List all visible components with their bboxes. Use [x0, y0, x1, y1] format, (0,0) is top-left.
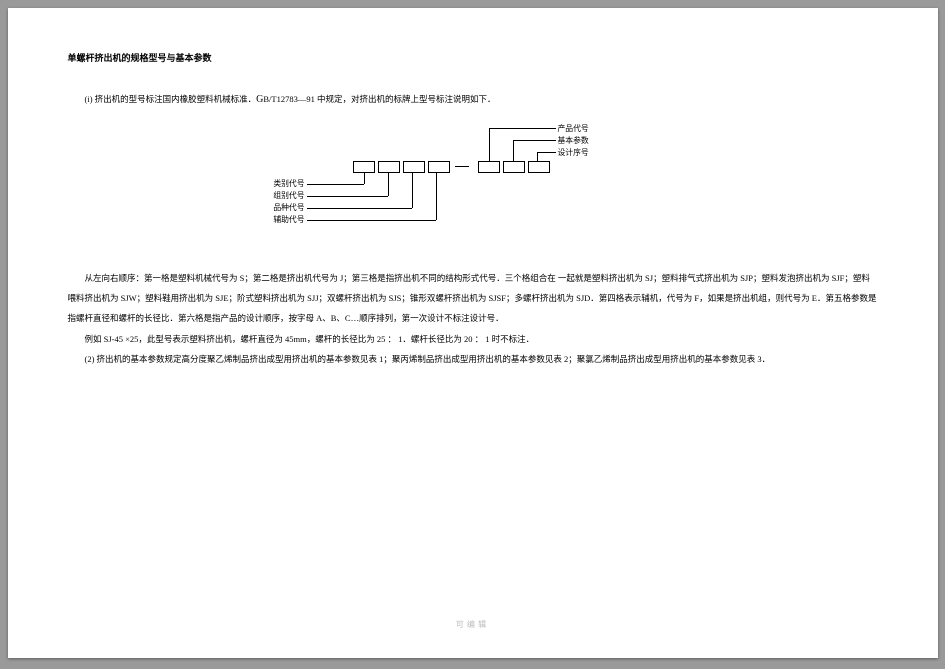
- code-box: [478, 161, 500, 173]
- diagram-line: [489, 128, 490, 161]
- diagram-line: [489, 128, 556, 129]
- code-box: [503, 161, 525, 173]
- diagram-line: [307, 196, 388, 197]
- code-box: [378, 161, 400, 173]
- document-title: 单螺杆挤出机的规格型号与基本参数: [68, 48, 878, 70]
- diagram-line: [513, 140, 514, 161]
- label-group-code: 组别代号: [273, 191, 304, 200]
- diagram-line: [537, 152, 556, 153]
- diagram-line: [436, 172, 437, 220]
- label-basic-param: 基本参数: [558, 136, 589, 145]
- intro-paragraph: (i) 挤出机的型号标注国内橡胶塑料机械标准．GB/T12783—91 中规定，…: [68, 88, 878, 112]
- standard-rest: B/T12783—91 中规定，对挤出机的标牌上型号标注说明如下．: [263, 94, 495, 104]
- body-paragraph-3: (2) 挤出机的基本参数规定高分度聚乙烯制品挤出成型用挤出机的基本参数见表 1；…: [68, 349, 878, 369]
- label-aux-code: 辅助代号: [273, 215, 304, 224]
- box-group-right: [478, 161, 553, 173]
- body-paragraph-1: 从左向右顺序：第一格是塑料机械代号为 S；第二格是挤出机代号为 J；第三格是指挤…: [68, 268, 878, 329]
- body-paragraph-2: 例如 SJ-45 ×25，此型号表示塑料挤出机，螺杆直径为 45mm，螺杆的长径…: [68, 329, 878, 349]
- footer-editable: 可编辑: [8, 615, 938, 634]
- diagram-line: [307, 184, 364, 185]
- diagram-dash: [455, 166, 469, 167]
- label-variety-code: 品种代号: [273, 203, 304, 212]
- label-design-seq: 设计序号: [558, 148, 589, 157]
- diagram-canvas: 产品代号 基本参数 设计序号: [313, 126, 633, 246]
- diagram-line: [307, 220, 436, 221]
- diagram-line: [537, 152, 538, 161]
- diagram-line: [364, 172, 365, 184]
- label-category-code: 类别代号: [273, 179, 304, 188]
- label-product-code: 产品代号: [558, 124, 589, 133]
- designation-diagram: 产品代号 基本参数 设计序号: [68, 126, 878, 246]
- diagram-line: [412, 172, 413, 208]
- code-box: [428, 161, 450, 173]
- code-box: [528, 161, 550, 173]
- document-page: 单螺杆挤出机的规格型号与基本参数 (i) 挤出机的型号标注国内橡胶塑料机械标准．…: [8, 8, 938, 658]
- intro-text: (i) 挤出机的型号标注国内橡胶塑料机械标准．: [85, 94, 257, 104]
- diagram-line: [388, 172, 389, 196]
- diagram-line: [307, 208, 412, 209]
- diagram-line: [513, 140, 556, 141]
- box-group-left: [353, 161, 453, 173]
- code-box: [403, 161, 425, 173]
